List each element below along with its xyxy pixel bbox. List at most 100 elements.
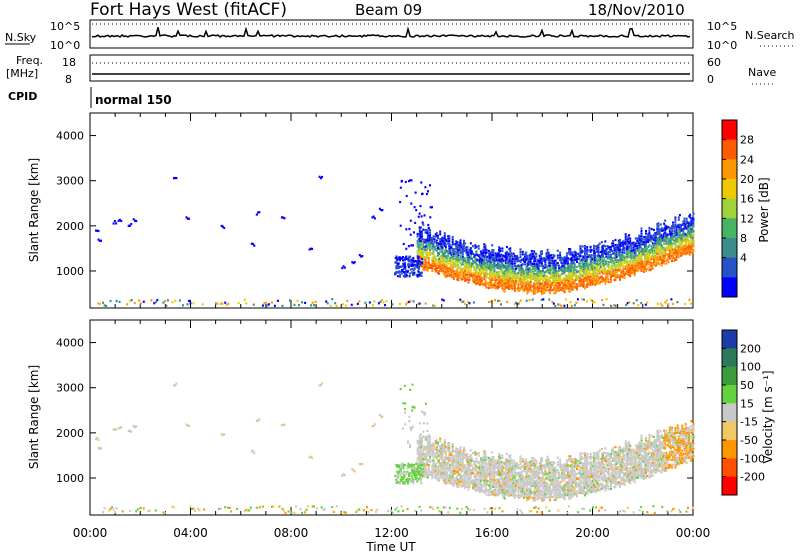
scatter-cell xyxy=(674,241,677,244)
scatter-cell xyxy=(671,225,673,228)
scatter-cell xyxy=(656,225,659,228)
scatter-cell xyxy=(521,273,524,276)
colorbar-swatch xyxy=(722,277,737,298)
scatter-cell xyxy=(660,264,663,267)
scatter-cell xyxy=(691,221,694,225)
scatter-cell xyxy=(625,270,628,273)
scatter-cell xyxy=(483,265,486,268)
scatter-cell xyxy=(560,259,563,262)
scatter-cell xyxy=(570,277,573,280)
scatter-cell xyxy=(463,272,465,275)
scatter-cell xyxy=(637,254,640,257)
scatter-cell xyxy=(600,258,603,261)
scatter-cell xyxy=(667,253,670,256)
scatter-cell xyxy=(499,474,502,477)
scatter-cell xyxy=(472,277,474,280)
scatter-cell xyxy=(441,461,444,464)
scatter-cell xyxy=(585,277,588,280)
scatter-cell xyxy=(422,268,425,271)
scatter-cell xyxy=(432,245,435,248)
scatter-cell xyxy=(640,242,643,245)
scatter-cell xyxy=(399,257,402,260)
scatter-cell xyxy=(470,472,473,475)
scatter-cell xyxy=(639,263,642,266)
scatter-cell xyxy=(483,282,486,286)
scatter-cell xyxy=(468,455,471,459)
scatter-cell xyxy=(569,283,572,286)
scatter-cell xyxy=(507,267,510,270)
scatter-cell xyxy=(550,256,552,259)
scatter-cell xyxy=(533,277,536,280)
scatter-cell xyxy=(346,299,349,303)
scatter-cell xyxy=(508,258,511,261)
scatter-cell xyxy=(442,447,445,450)
scatter-cell xyxy=(426,451,429,454)
scatter-cell xyxy=(630,264,633,267)
scatter-cell xyxy=(565,284,568,287)
scatter-cell xyxy=(422,265,425,268)
scatter-cell xyxy=(449,269,452,272)
scatter-cell xyxy=(426,269,429,272)
scatter-cell xyxy=(690,302,692,305)
scatter-cell xyxy=(650,247,653,250)
scatter-cell xyxy=(690,233,693,236)
scatter-cell xyxy=(484,254,487,257)
scatter-cell xyxy=(492,286,495,289)
scatter-cell xyxy=(465,485,468,488)
scatter-cell xyxy=(409,268,412,271)
scatter-cell xyxy=(645,239,647,242)
scatter-cell xyxy=(692,232,695,235)
scatter-cell xyxy=(482,456,485,459)
scatter-cell xyxy=(443,466,446,469)
scatter-cell xyxy=(651,247,654,250)
scatter-cell xyxy=(465,453,468,456)
scatter-cell xyxy=(117,219,120,222)
scatter-cell xyxy=(476,253,479,257)
nsearch-label: N.Search xyxy=(745,29,795,42)
scatter-cell xyxy=(544,266,547,269)
scatter-cell xyxy=(651,242,654,245)
scatter-cell xyxy=(632,241,635,244)
scatter-cell xyxy=(502,284,505,287)
scatter-cell xyxy=(431,476,434,479)
scatter-cell xyxy=(464,479,467,482)
scatter-cell xyxy=(565,469,568,472)
scatter-cell xyxy=(444,470,447,473)
scatter-cell xyxy=(559,466,562,469)
scatter-cell xyxy=(500,478,503,481)
scatter-cell xyxy=(486,260,489,263)
scatter-cell xyxy=(539,467,542,470)
scatter-cell xyxy=(651,252,654,255)
scatter-cell xyxy=(580,258,583,261)
scatter-cell xyxy=(521,487,524,490)
scatter-cell xyxy=(567,257,569,260)
scatter-cell xyxy=(543,478,546,482)
scatter-cell xyxy=(418,267,420,271)
scatter-cell xyxy=(257,211,260,214)
scatter-cell xyxy=(538,287,541,290)
scatter-cell xyxy=(493,274,496,277)
scatter-cell xyxy=(399,186,402,189)
scatter-cell xyxy=(427,464,430,467)
scatter-cell xyxy=(422,448,425,451)
scatter-cell xyxy=(481,469,484,472)
scatter-cell xyxy=(534,277,537,280)
scatter-cell xyxy=(672,236,675,239)
scatter-cell xyxy=(499,471,502,475)
scatter-cell xyxy=(534,471,537,474)
scatter-cell xyxy=(477,489,480,492)
scatter-cell xyxy=(563,478,566,481)
scatter-cell xyxy=(460,243,463,246)
scatter-cell xyxy=(434,255,437,258)
scatter-cell xyxy=(492,264,495,267)
scatter-cell xyxy=(481,479,484,482)
scatter-cell xyxy=(162,301,165,304)
scatter-cell xyxy=(405,228,408,231)
scatter-cell xyxy=(516,464,519,467)
scatter-cell xyxy=(552,475,555,479)
scatter-cell xyxy=(464,486,467,489)
scatter-cell xyxy=(625,255,628,258)
scatter-cell xyxy=(677,238,680,241)
scatter-cell xyxy=(420,443,422,446)
scatter-cell xyxy=(448,245,451,248)
